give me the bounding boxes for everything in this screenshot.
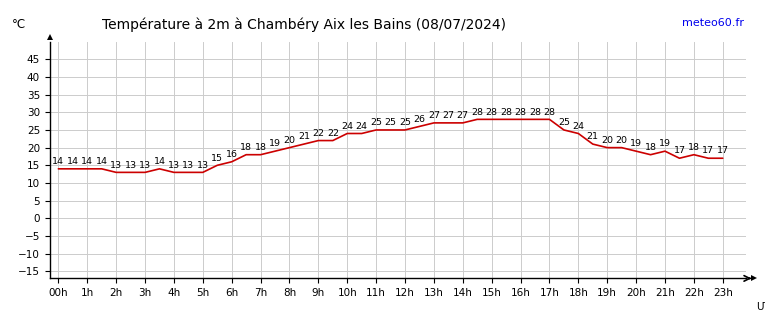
Text: 28: 28 <box>515 108 526 116</box>
Text: 22: 22 <box>327 129 339 138</box>
Text: 25: 25 <box>385 118 396 127</box>
Text: 13: 13 <box>197 161 209 170</box>
Text: 27: 27 <box>428 111 440 120</box>
Text: 13: 13 <box>182 161 194 170</box>
Text: 26: 26 <box>413 115 425 124</box>
Text: 21: 21 <box>298 132 310 141</box>
Text: 18: 18 <box>240 143 252 152</box>
Text: 28: 28 <box>529 108 541 116</box>
Text: 28: 28 <box>486 108 498 116</box>
Text: 13: 13 <box>139 161 151 170</box>
Text: °C: °C <box>11 18 25 31</box>
Text: 21: 21 <box>587 132 599 141</box>
Text: 17: 17 <box>673 147 685 156</box>
Text: 14: 14 <box>81 157 93 166</box>
Text: 25: 25 <box>370 118 382 127</box>
Text: meteo60.fr: meteo60.fr <box>682 18 744 28</box>
Text: 13: 13 <box>125 161 137 170</box>
Text: 18: 18 <box>255 143 266 152</box>
Text: 24: 24 <box>356 122 368 131</box>
Text: 25: 25 <box>558 118 570 127</box>
Text: 19: 19 <box>659 140 671 148</box>
Text: 20: 20 <box>284 136 295 145</box>
Text: 17: 17 <box>717 147 729 156</box>
Text: 16: 16 <box>226 150 238 159</box>
Text: UTC: UTC <box>757 302 765 312</box>
Text: 17: 17 <box>702 147 715 156</box>
Text: 18: 18 <box>688 143 700 152</box>
Text: 20: 20 <box>616 136 627 145</box>
Text: 22: 22 <box>312 129 324 138</box>
Text: 19: 19 <box>630 140 642 148</box>
Text: 28: 28 <box>543 108 555 116</box>
Text: 14: 14 <box>67 157 79 166</box>
Text: 28: 28 <box>471 108 483 116</box>
Text: 14: 14 <box>52 157 64 166</box>
Text: 25: 25 <box>399 118 411 127</box>
Text: Température à 2m à Chambéry Aix les Bains (08/07/2024): Température à 2m à Chambéry Aix les Bain… <box>102 18 506 32</box>
Text: 13: 13 <box>168 161 180 170</box>
Text: 27: 27 <box>457 111 469 120</box>
Text: 27: 27 <box>442 111 454 120</box>
Text: 15: 15 <box>211 154 223 163</box>
Text: 24: 24 <box>572 122 584 131</box>
Text: 18: 18 <box>645 143 656 152</box>
Text: 24: 24 <box>341 122 353 131</box>
Text: 20: 20 <box>601 136 614 145</box>
Text: 13: 13 <box>110 161 122 170</box>
Text: 14: 14 <box>96 157 108 166</box>
Text: 14: 14 <box>154 157 165 166</box>
Text: 19: 19 <box>269 140 281 148</box>
Text: 28: 28 <box>500 108 512 116</box>
